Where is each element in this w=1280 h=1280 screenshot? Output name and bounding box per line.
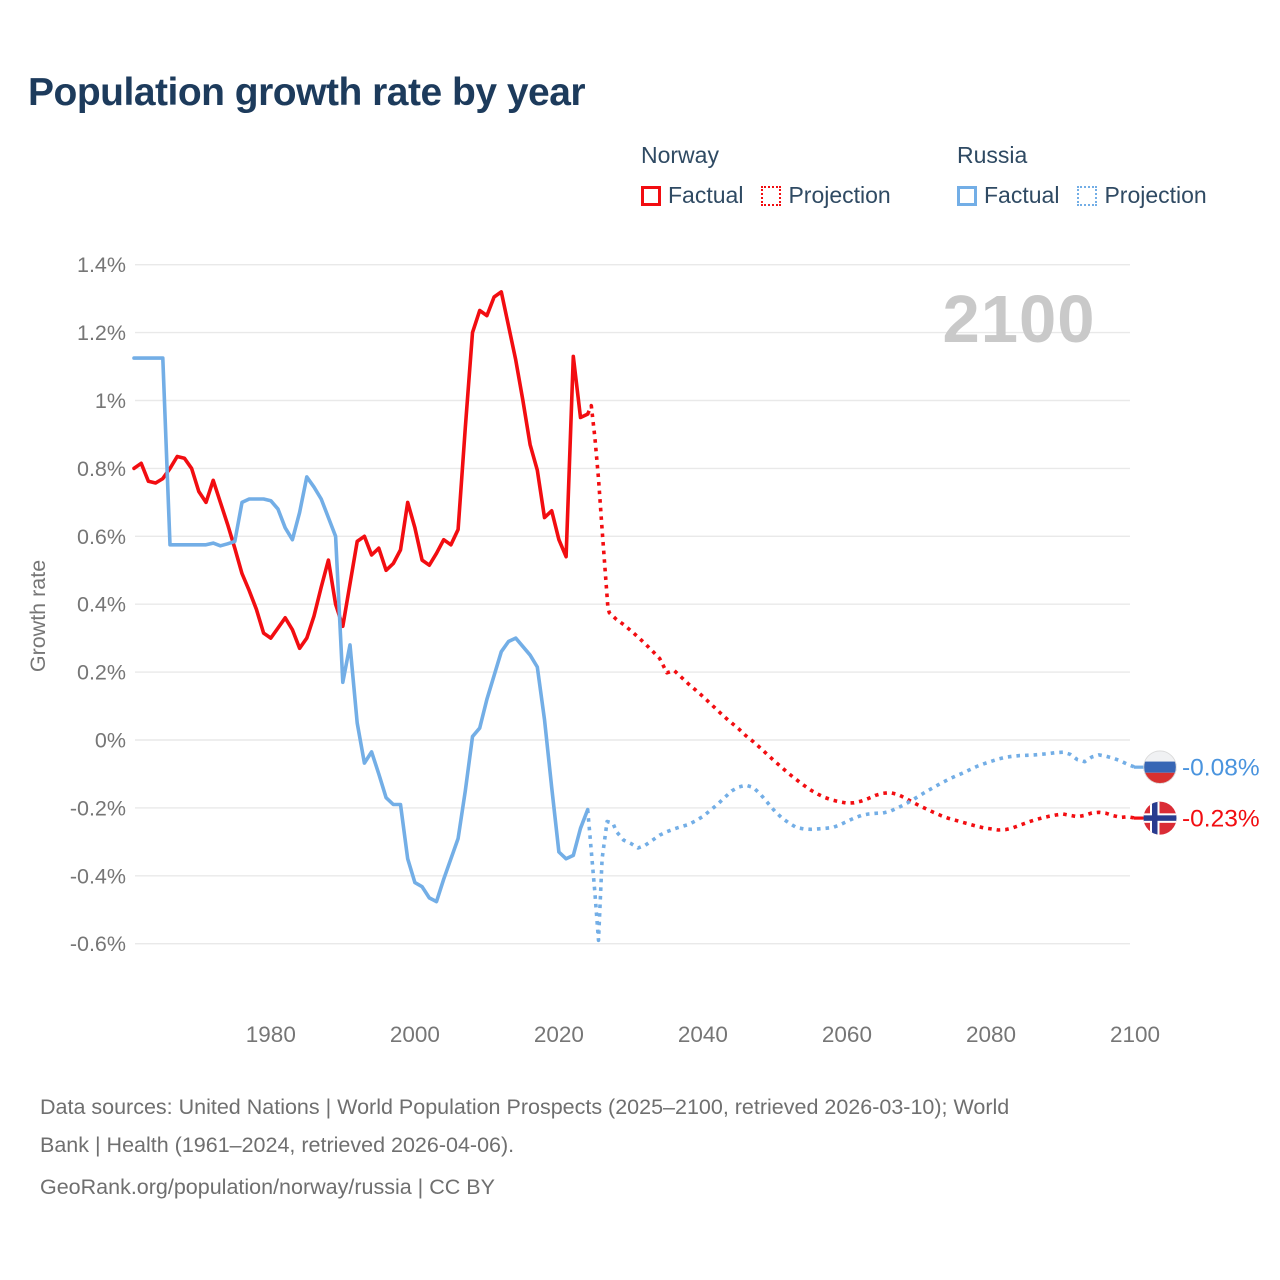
russia-factual-swatch-icon bbox=[957, 185, 977, 206]
norway-projection-label: Projection bbox=[788, 182, 891, 208]
x-tick-label: 2000 bbox=[390, 1022, 440, 1047]
source-line-2: Bank | Health (1961–2024, retrieved 2026… bbox=[40, 1133, 515, 1157]
y-tick-label: 0.6% bbox=[77, 525, 126, 549]
x-tick-label: 1980 bbox=[246, 1022, 296, 1047]
y-tick-label: 0% bbox=[95, 729, 126, 753]
x-tick-label: 2020 bbox=[534, 1022, 584, 1047]
legend-norway-title: Norway bbox=[641, 142, 719, 168]
legend-russia-title: Russia bbox=[957, 142, 1028, 168]
russia-projection-line bbox=[585, 750, 1136, 943]
legend-norway-row: Factual Projection bbox=[641, 182, 891, 209]
y-tick-label: -0.6% bbox=[70, 932, 126, 956]
source-line-1: Data sources: United Nations | World Pop… bbox=[40, 1095, 1010, 1119]
legend-russia: Russia Factual Projection bbox=[957, 142, 1207, 209]
legend-norway: Norway Factual Projection bbox=[641, 142, 891, 209]
x-tick-label: 2060 bbox=[822, 1022, 872, 1047]
russia-flag-icon bbox=[1143, 750, 1177, 784]
y-tick-label: 0.8% bbox=[77, 457, 126, 481]
norway-factual-label: Factual bbox=[668, 182, 744, 208]
source-line-3: GeoRank.org/population/norway/russia | C… bbox=[40, 1175, 495, 1199]
y-tick-label: 0.4% bbox=[77, 593, 126, 617]
x-tick-label: 2080 bbox=[966, 1022, 1016, 1047]
y-tick-label: -0.4% bbox=[70, 864, 126, 888]
source-note: Data sources: United Nations | World Pop… bbox=[40, 1088, 1240, 1206]
russia-factual-label: Factual bbox=[984, 182, 1060, 208]
norway-projection-line bbox=[586, 403, 1136, 832]
y-axis-title: Growth rate bbox=[26, 560, 50, 672]
russia-projection-label: Projection bbox=[1104, 182, 1207, 208]
norway-end-value: -0.23% bbox=[1182, 806, 1260, 833]
norway-flag-icon bbox=[1143, 801, 1177, 835]
russia-factual-line bbox=[132, 356, 590, 904]
watermark-year: 2100 bbox=[942, 282, 1095, 357]
legend-russia-row: Factual Projection bbox=[957, 182, 1207, 209]
norway-factual-swatch-icon bbox=[641, 185, 661, 206]
norway-projection-swatch-icon bbox=[761, 185, 782, 206]
russia-projection-swatch-icon bbox=[1077, 185, 1098, 206]
russia-end-value: -0.08% bbox=[1182, 755, 1260, 782]
x-tick-label: 2100 bbox=[1110, 1022, 1160, 1047]
x-tick-label: 2040 bbox=[678, 1022, 728, 1047]
page-title: Population growth rate by year bbox=[28, 71, 586, 114]
y-tick-label: 0.2% bbox=[77, 661, 126, 685]
y-tick-label: 1% bbox=[95, 389, 126, 413]
y-tick-label: -0.2% bbox=[70, 796, 126, 820]
y-tick-label: 1.4% bbox=[77, 253, 126, 277]
norway-factual-line bbox=[132, 290, 590, 651]
y-tick-label: 1.2% bbox=[77, 321, 126, 345]
